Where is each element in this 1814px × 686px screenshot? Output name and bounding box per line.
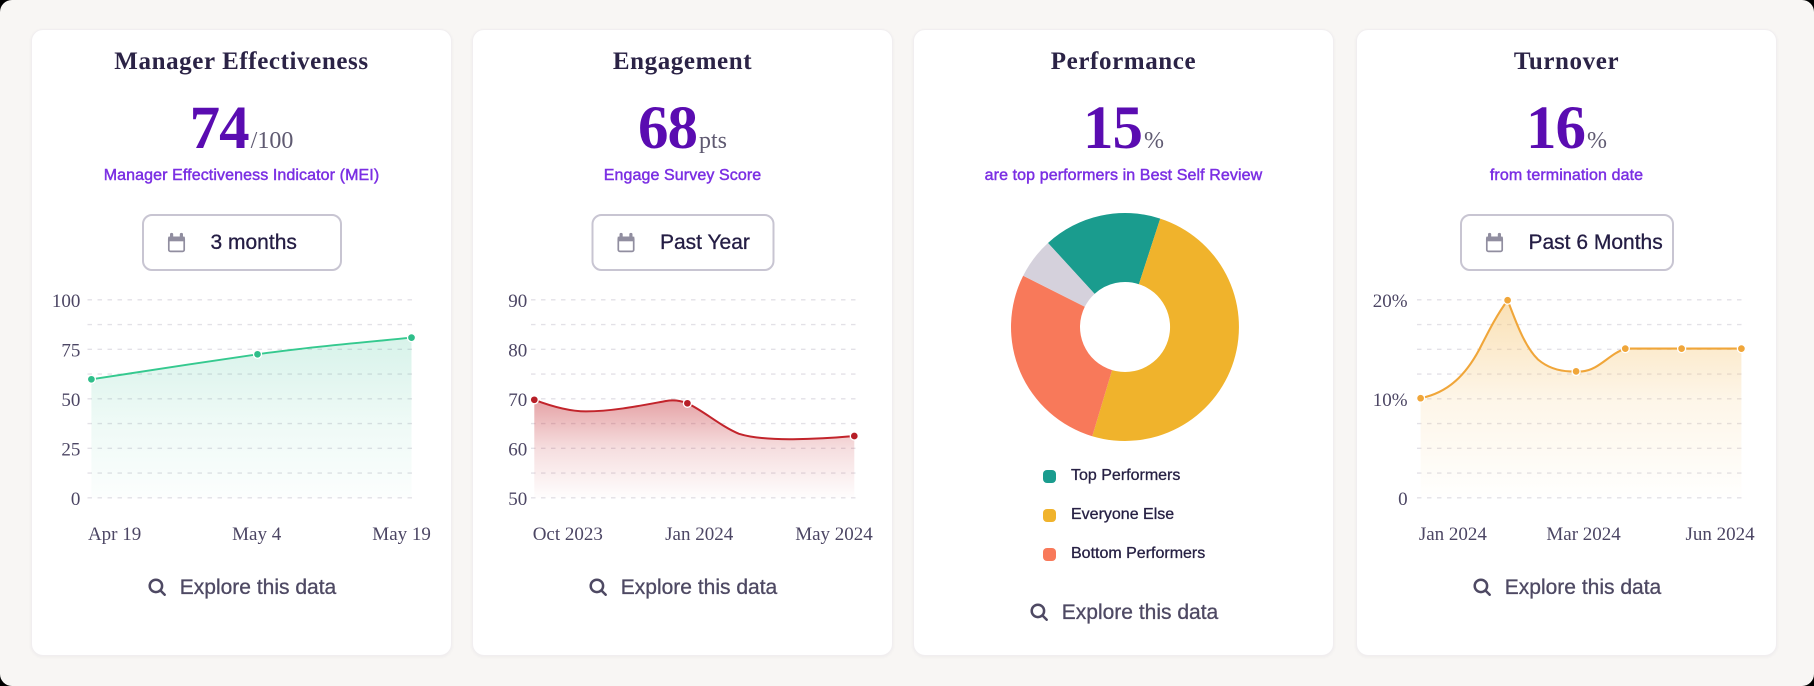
svg-text:60: 60	[508, 439, 527, 460]
svg-text:20%: 20%	[1373, 291, 1408, 312]
svg-text:90: 90	[508, 291, 527, 312]
svg-text:May 4: May 4	[232, 524, 282, 545]
svg-text:Oct 2023: Oct 2023	[533, 524, 603, 545]
svg-text:100: 100	[52, 291, 81, 312]
svg-text:0: 0	[1398, 489, 1408, 510]
svg-text:25: 25	[61, 439, 80, 460]
svg-text:75: 75	[61, 340, 80, 361]
svg-text:May 2024: May 2024	[795, 524, 873, 545]
svg-text:50: 50	[508, 489, 527, 510]
svg-text:10%: 10%	[1373, 390, 1408, 411]
svg-text:70: 70	[508, 390, 527, 411]
svg-text:Mar 2024: Mar 2024	[1546, 524, 1621, 545]
svg-text:May 19: May 19	[372, 524, 431, 545]
svg-text:Apr 19: Apr 19	[88, 524, 141, 545]
svg-text:0: 0	[71, 489, 81, 510]
svg-text:Jan 2024: Jan 2024	[1419, 524, 1488, 545]
svg-text:Jan 2024: Jan 2024	[665, 524, 734, 545]
svg-text:50: 50	[61, 390, 80, 411]
svg-text:Jun 2024: Jun 2024	[1686, 524, 1756, 545]
svg-text:80: 80	[508, 340, 527, 361]
